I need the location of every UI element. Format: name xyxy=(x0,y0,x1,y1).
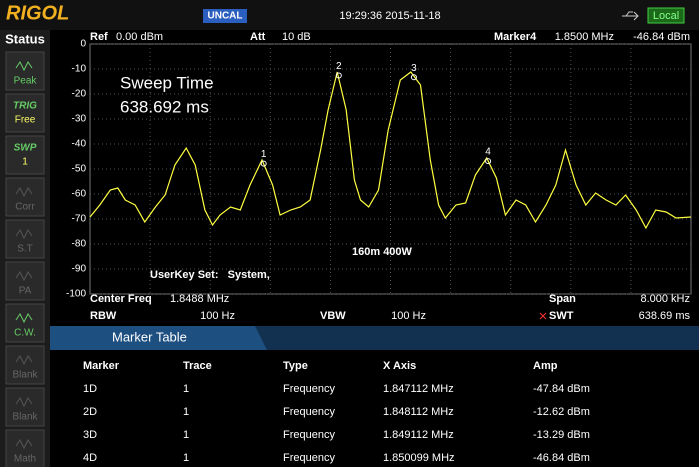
table-title: Marker Table xyxy=(112,329,187,344)
rbw-label: RBW xyxy=(90,310,117,322)
marker-label: 3 xyxy=(411,63,417,74)
side-button-label: Blank xyxy=(12,370,38,381)
table-cell: 1.848112 MHz xyxy=(383,406,454,418)
datetime: 19:29:36 2015-11-18 xyxy=(339,10,440,22)
userkey-note: UserKey Set: System, xyxy=(150,269,270,281)
y-tick-label: 0 xyxy=(80,39,86,50)
side-button-title: SWP xyxy=(14,143,37,154)
y-tick-label: -80 xyxy=(72,239,87,250)
brand: RIGOL xyxy=(6,2,69,24)
side-button-label: PA xyxy=(19,286,32,297)
marker-label: 4 xyxy=(485,147,491,158)
side-button-label: Free xyxy=(15,115,36,126)
y-tick-label: -40 xyxy=(72,139,87,150)
y-tick-label: -30 xyxy=(72,114,87,125)
vbw-label: VBW xyxy=(320,310,346,322)
table-column-header: Trace xyxy=(183,360,212,372)
side-button-label: 1 xyxy=(22,157,28,168)
table-cell: 3D xyxy=(83,429,97,441)
table-cell: -46.84 dBm xyxy=(533,452,590,464)
span-label: Span xyxy=(549,293,576,305)
swt-label: SWT xyxy=(549,310,574,322)
y-tick-label: -100 xyxy=(66,289,86,300)
marker-label: 2 xyxy=(336,61,342,72)
table-cell: 1 xyxy=(183,406,189,418)
att-value: 10 dB xyxy=(282,31,311,43)
table-cell: -47.84 dBm xyxy=(533,383,590,395)
y-tick-label: -50 xyxy=(72,164,87,175)
swt-value: 638.69 ms xyxy=(639,310,691,322)
y-tick-label: -20 xyxy=(72,89,87,100)
side-button-label: S.T xyxy=(17,244,33,255)
table-cell: 2D xyxy=(83,406,97,418)
center-value: 1.8488 MHz xyxy=(170,293,229,305)
y-tick-label: -10 xyxy=(72,64,87,75)
table-cell: 1 xyxy=(183,383,189,395)
ref-label: Ref xyxy=(90,31,108,43)
table-cell: 1.849112 MHz xyxy=(383,429,454,441)
span-value: 8.000 kHz xyxy=(640,293,690,305)
marker-amp: -46.84 dBm xyxy=(633,31,690,43)
side-button-label: C.W. xyxy=(14,328,36,339)
sweep-label: Sweep Time xyxy=(120,73,214,92)
table-cell: 1 xyxy=(183,452,189,464)
mode: UNCAL xyxy=(208,11,243,22)
table-column-header: Marker xyxy=(83,360,120,372)
table-column-header: Amp xyxy=(533,360,558,372)
table-cell: 1D xyxy=(83,383,97,395)
table-cell: 1 xyxy=(183,429,189,441)
table-cell: Frequency xyxy=(283,406,335,418)
table-column-header: Type xyxy=(283,360,308,372)
side-button-label: Math xyxy=(14,454,36,465)
att-label: Att xyxy=(250,31,266,43)
y-tick-label: -70 xyxy=(72,214,87,225)
sweep-value: 638.692 ms xyxy=(120,97,209,116)
table-cell: Frequency xyxy=(283,429,335,441)
vbw-value: 100 Hz xyxy=(391,310,426,322)
table-cell: 1.850099 MHz xyxy=(383,452,455,464)
side-button-title: TRIG xyxy=(13,101,37,112)
table-cell: -12.62 dBm xyxy=(533,406,590,418)
table-cell: -13.29 dBm xyxy=(533,429,590,441)
rbw-value: 100 Hz xyxy=(200,310,235,322)
center-label: Center Freq xyxy=(90,293,152,305)
remote: Local xyxy=(653,10,679,22)
marker-label: Marker4 xyxy=(494,31,537,43)
sidebar-title: Status xyxy=(5,31,45,46)
side-button-label: Blank xyxy=(12,412,38,423)
side-button-label: Peak xyxy=(14,76,38,87)
marker-label: 1 xyxy=(261,149,267,160)
table-cell: Frequency xyxy=(283,383,335,395)
table-cell: 4D xyxy=(83,452,97,464)
table-cell: 1.847112 MHz xyxy=(383,383,454,395)
ref-value: 0.00 dBm xyxy=(116,31,163,43)
table-cell: Frequency xyxy=(283,452,335,464)
y-tick-label: -90 xyxy=(72,264,87,275)
marker-freq: 1.8500 MHz xyxy=(555,31,614,43)
y-tick-label: -60 xyxy=(72,189,87,200)
side-button-label: Corr xyxy=(15,202,35,213)
table-column-header: X Axis xyxy=(383,360,416,372)
band-note: 160m 400W xyxy=(352,246,413,258)
